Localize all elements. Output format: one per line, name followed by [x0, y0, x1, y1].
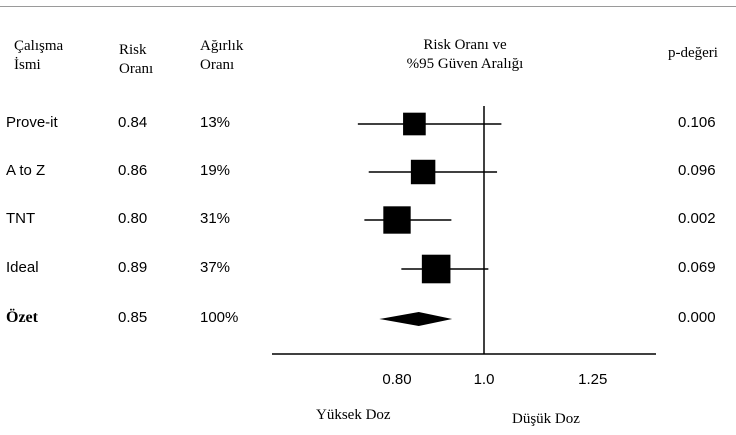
top-rule	[0, 6, 736, 7]
p-value: 0.000	[678, 309, 716, 326]
study-name: A to Z	[6, 162, 46, 179]
point-estimate-square	[410, 159, 436, 185]
point-estimate-square	[383, 206, 411, 234]
study-name: Prove-it	[6, 114, 58, 131]
header-risk-ratio-line2: Oranı	[119, 61, 154, 77]
header-ci: Risk Oranı ve %95 Güven Aralığı	[360, 36, 570, 74]
header-study-name-line2: İsmi	[14, 57, 41, 73]
summary-diamond	[379, 312, 453, 326]
risk-ratio-value: 0.86	[118, 162, 148, 179]
p-value: 0.106	[678, 114, 716, 131]
header-ci-line1: Risk Oranı ve	[423, 37, 507, 53]
header-risk-ratio-line1: Risk	[119, 42, 147, 58]
study-name: Ideal	[6, 259, 39, 276]
weight-value: 31%	[200, 210, 231, 227]
point-estimate-square	[403, 112, 426, 136]
header-weight: Ağırlık Oranı	[200, 37, 243, 75]
header-ci-line2: %95 Güven Aralığı	[406, 56, 524, 72]
axis-right-label: Düşük Doz	[512, 411, 580, 427]
x-tick-label: 0.80	[382, 371, 411, 388]
x-tick-label: 1.0	[474, 371, 495, 388]
weight-value: 19%	[200, 162, 231, 179]
risk-ratio-value: 0.85	[118, 309, 148, 326]
risk-ratio-value: 0.84	[118, 114, 148, 131]
point-estimate-square	[421, 254, 451, 284]
axis-left-label: Yüksek Doz	[316, 407, 391, 423]
header-weight-line1: Ağırlık	[200, 38, 244, 54]
risk-ratio-value: 0.80	[118, 210, 148, 227]
header-risk-ratio: Risk Oranı	[119, 41, 153, 79]
header-study-name: Çalışma İsmi	[14, 37, 63, 75]
p-value: 0.096	[678, 162, 716, 179]
weight-value: 100%	[200, 309, 239, 326]
study-name: TNT	[6, 210, 36, 227]
weight-value: 13%	[200, 114, 231, 131]
p-value: 0.069	[678, 259, 716, 276]
header-p-value: p-değeri	[668, 45, 718, 61]
study-name: Özet	[6, 309, 38, 326]
x-tick-label: 1.25	[578, 371, 607, 388]
header-weight-line2: Oranı	[200, 57, 235, 73]
p-value: 0.002	[678, 210, 716, 227]
header-study-name-line1: Çalışma	[14, 38, 64, 54]
weight-value: 37%	[200, 259, 231, 276]
risk-ratio-value: 0.89	[118, 259, 148, 276]
